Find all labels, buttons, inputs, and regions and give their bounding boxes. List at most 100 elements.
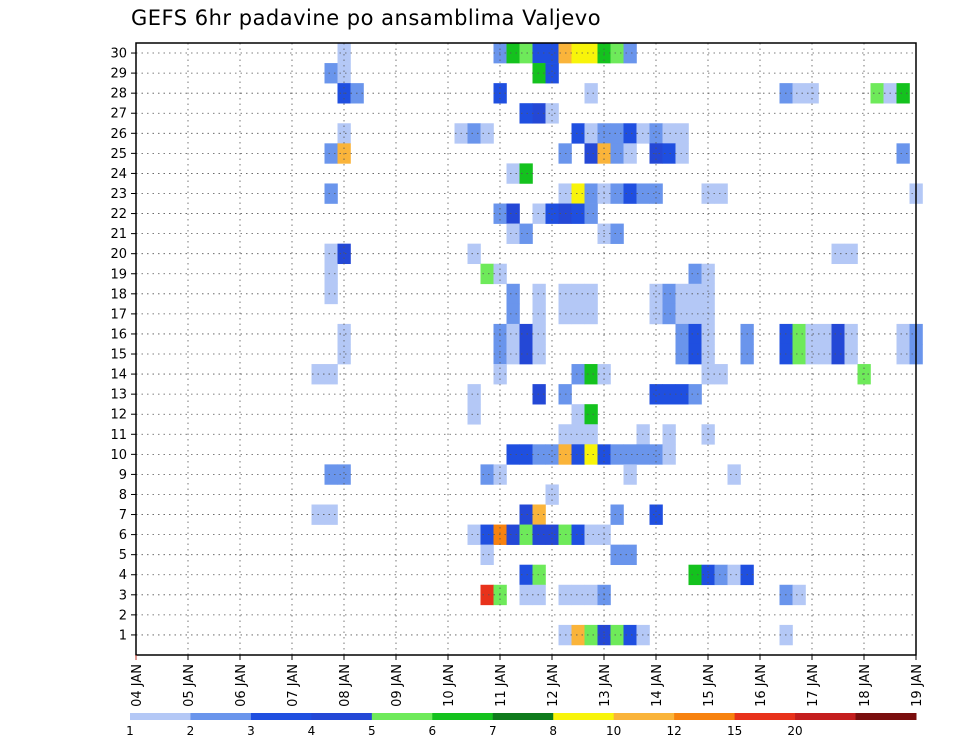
y-tick-label: 21: [110, 227, 127, 242]
heatmap-cell: [610, 544, 624, 566]
heatmap-cell: [324, 183, 338, 204]
legend-label: 6: [428, 724, 436, 738]
heatmap-cell: [675, 123, 689, 144]
y-tick-label: 11: [110, 428, 127, 443]
heatmap-cell: [337, 123, 351, 144]
legend-swatch: [795, 713, 857, 720]
heatmap-cell: [584, 404, 598, 425]
heatmap-cell: [519, 43, 533, 64]
y-tick-label: 16: [110, 327, 127, 342]
y-tick-label: 19: [110, 267, 127, 282]
heatmap-cell: [584, 83, 598, 104]
y-tick-label: 6: [119, 528, 127, 543]
heatmap-cell: [584, 584, 598, 606]
heatmap-cell: [506, 323, 520, 345]
heatmap-cell: [506, 283, 520, 305]
x-tick-label: 07 JAN: [286, 664, 301, 707]
y-tick-label: 8: [119, 488, 127, 503]
heatmap-cell: [623, 43, 637, 64]
x-tick-label: 16 JAN: [754, 664, 769, 707]
heatmap-cell: [623, 624, 637, 646]
heatmap-cell: [792, 323, 806, 345]
heatmap-cell: [324, 283, 338, 305]
legend-label: 2: [187, 724, 195, 738]
x-tick-label: 17 JAN: [806, 664, 821, 707]
heatmap-cell: [675, 143, 689, 164]
legend-swatch: [855, 713, 917, 720]
legend-swatch: [553, 713, 615, 720]
heatmap-cell: [610, 624, 624, 646]
legend-swatch: [432, 713, 494, 720]
heatmap-cell: [324, 504, 338, 525]
heatmap-cell: [675, 343, 689, 365]
legend-label: 12: [667, 724, 682, 738]
heatmap-cell: [467, 243, 481, 265]
heatmap-cell: [506, 203, 520, 224]
heatmap-cell: [675, 303, 689, 325]
heatmap-cell: [688, 323, 702, 345]
heatmap-cell: [480, 464, 494, 485]
x-tick-label: 13 JAN: [598, 664, 613, 707]
chart-title: GEFS 6hr padavine po ansamblima Valjevo: [131, 6, 602, 30]
heatmap-cell: [519, 584, 533, 606]
heatmap-cell: [532, 43, 546, 64]
heatmap-cell: [584, 424, 598, 445]
heatmap-cell: [649, 283, 663, 305]
heatmap-cell: [584, 143, 598, 164]
heatmap-cell: [571, 364, 585, 385]
heatmap-cell: [688, 263, 702, 285]
heatmap-cell: [506, 43, 520, 64]
heatmap-cell: [662, 384, 676, 405]
heatmap-cell: [337, 323, 351, 345]
heatmap-cell: [662, 143, 676, 164]
heatmap-cell: [545, 63, 559, 84]
heatmap-cells: [311, 43, 923, 646]
y-tick-label: 26: [110, 127, 127, 142]
legend-swatch: [674, 713, 736, 720]
heatmap-cell: [870, 83, 884, 104]
heatmap-cell: [792, 83, 806, 104]
heatmap-cell: [571, 424, 585, 445]
heatmap-cell: [675, 384, 689, 405]
heatmap-cell: [649, 183, 663, 204]
heatmap-cell: [571, 584, 585, 606]
heatmap-cell: [831, 243, 845, 265]
x-tick-label: 04 JAN: [130, 664, 145, 707]
heatmap-cell: [831, 323, 845, 345]
y-tick-label: 23: [110, 187, 127, 202]
heatmap-cell: [324, 63, 338, 84]
heatmap-cell: [818, 343, 832, 365]
heatmap-cell: [467, 123, 481, 144]
heatmap-cell: [519, 564, 533, 586]
heatmap-cell: [480, 123, 494, 144]
heatmap-cell: [896, 83, 910, 104]
heatmap-cell: [532, 524, 546, 545]
heatmap-cell: [584, 203, 598, 224]
heatmap-cell: [896, 323, 910, 345]
heatmap-cell: [532, 323, 546, 345]
heatmap-cell: [519, 163, 533, 184]
heatmap-cell: [662, 303, 676, 325]
y-tick-label: 10: [110, 448, 127, 463]
heatmap-cell: [532, 343, 546, 365]
grid-lines: [136, 43, 916, 655]
heatmap-cell: [337, 63, 351, 84]
heatmap-cell: [324, 143, 338, 164]
heatmap-cell: [337, 43, 351, 64]
heatmap-cell: [649, 123, 663, 144]
heatmap-cell: [519, 504, 533, 525]
x-tick-label: 08 JAN: [338, 664, 353, 707]
legend-label: 7: [489, 724, 497, 738]
y-tick-label: 12: [110, 408, 127, 423]
y-tick-label: 27: [110, 107, 127, 122]
heatmap-cell: [584, 283, 598, 305]
heatmap-cell: [519, 524, 533, 545]
heatmap-cell: [584, 43, 598, 64]
heatmap-cell: [714, 183, 728, 204]
heatmap-cell: [532, 63, 546, 84]
heatmap-cell: [480, 584, 494, 606]
y-tick-label: 22: [110, 207, 127, 222]
heatmap-cell: [662, 424, 676, 445]
legend-label: 5: [368, 724, 376, 738]
y-tick-label: 9: [119, 468, 127, 483]
